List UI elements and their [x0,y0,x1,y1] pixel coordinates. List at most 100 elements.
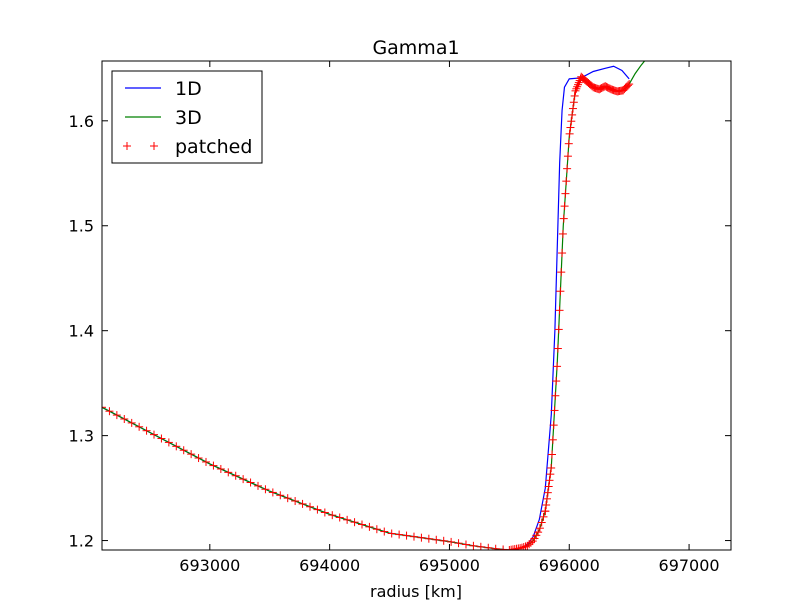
legend-entry-patched: patched [123,136,252,158]
patched-marker [276,491,285,500]
series-markers-patched [102,72,634,550]
patched-marker [499,545,508,550]
patched-marker [395,530,404,539]
patched-marker [239,475,248,484]
patched-marker [476,542,485,550]
patched-marker [517,543,526,550]
patched-marker [268,488,277,497]
y-tick-label: 1.5 [69,217,94,236]
legend-entry-1d: 1D [125,78,202,100]
patched-marker [558,249,567,258]
patched-marker [105,407,114,416]
patched-marker [283,494,292,503]
patched-marker [320,508,329,517]
x-tick-label: 695000 [419,556,480,575]
patched-marker [552,377,561,386]
patched-marker [402,531,411,540]
patched-marker [335,513,344,522]
patched-marker [563,152,572,161]
patched-marker [313,505,322,514]
patched-marker [555,306,564,315]
patched-marker [544,482,553,491]
patched-marker [380,527,389,536]
patched-marker [409,532,418,541]
patched-marker [149,430,158,439]
legend-label: 1D [175,78,202,100]
patched-marker [551,391,560,400]
patched-marker [569,98,578,107]
patched-marker [447,537,456,546]
patched-marker [557,268,566,277]
patched-marker [545,476,554,485]
patched-marker [461,540,470,549]
patched-marker [305,502,314,511]
patched-marker [574,80,583,89]
patched-marker [216,464,225,473]
series-layer [102,61,646,550]
patched-marker [534,528,543,537]
patched-marker [558,229,567,238]
patched-marker [357,520,366,529]
patched-marker [387,529,396,538]
patched-marker [350,518,359,527]
patched-marker [179,446,188,455]
patched-marker [343,515,352,524]
patched-marker [172,442,181,451]
patched-marker [142,426,151,435]
patched-marker [559,214,568,223]
patched-marker [194,454,203,463]
patched-marker [541,507,550,516]
patched-marker [563,164,572,173]
patched-marker [548,435,557,444]
patched-marker [209,461,218,470]
patched-marker [568,104,577,113]
patched-marker [553,362,562,371]
patched-marker [561,189,570,198]
patched-marker [231,471,240,480]
patched-marker [201,457,210,466]
patched-marker [164,438,173,447]
y-tick-label: 1.4 [69,322,94,341]
x-axis: 693000 694000 695000 696000 697000 [179,61,720,575]
patched-marker [623,81,632,90]
legend-label: patched [175,136,252,158]
patched-marker [505,546,514,550]
y-tick-label: 1.3 [69,427,94,446]
patched-marker [535,524,544,533]
patched-marker [554,325,563,334]
patched-marker [417,533,426,542]
patched-marker [565,129,574,138]
patched-marker [573,82,582,91]
patched-marker [556,287,565,296]
y-axis: 1.2 1.3 1.4 1.5 1.6 [69,112,731,551]
patched-marker [253,481,262,490]
patched-marker [102,403,106,412]
patched-marker [547,463,556,472]
patched-marker [328,511,337,520]
patched-marker [432,535,441,544]
patched-marker [570,91,579,100]
x-tick-label: 697000 [659,556,720,575]
patched-marker [261,485,270,494]
patched-marker [543,488,552,497]
y-tick-label: 1.2 [69,532,94,551]
patched-marker [439,536,448,545]
patched-marker [298,499,307,508]
patched-marker [566,123,575,132]
x-tick-label: 696000 [539,556,600,575]
patched-marker [537,518,546,527]
patched-marker [469,541,478,550]
patched-marker [542,494,551,503]
chart-title: Gamma1 [372,37,459,59]
patched-marker [560,202,569,211]
x-axis-label: radius [km] [370,582,462,601]
patched-marker [542,501,551,510]
patched-marker [572,84,581,93]
patched-marker [539,512,548,521]
patched-marker [157,434,166,443]
patched-marker [424,534,433,543]
legend-entry-3d: 3D [125,107,202,129]
patched-marker [484,543,493,550]
patched-marker [120,414,129,423]
